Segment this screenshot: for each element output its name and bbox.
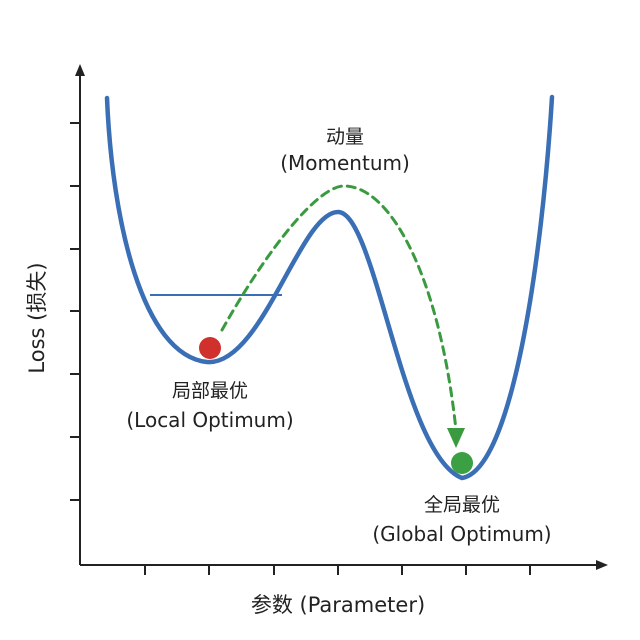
momentum-arrowhead: [447, 428, 465, 448]
loss-curve: [104, 94, 555, 481]
axes: [70, 64, 608, 575]
y-axis-label: Loss (损失): [25, 262, 49, 373]
x-axis-arrowhead: [596, 560, 608, 570]
momentum-arrow-path: [220, 184, 458, 432]
local-optimum-ball: [199, 337, 221, 359]
x-axis-label: 参数 (Parameter): [251, 593, 425, 617]
momentum-label-cn: 动量: [326, 126, 364, 148]
x-ticks: [144, 565, 531, 575]
global-optimum-label-cn: 全局最优: [424, 494, 500, 516]
y-axis-arrowhead: [75, 64, 85, 76]
global-optimum-label-en: (Global Optimum): [372, 522, 551, 546]
global-optimum-ball: [451, 452, 473, 474]
y-ticks: [70, 122, 80, 501]
local-optimum-label-cn: 局部最优: [172, 380, 248, 402]
momentum-label-en: (Momentum): [280, 151, 410, 175]
local-optimum-label-en: (Local Optimum): [126, 408, 293, 432]
